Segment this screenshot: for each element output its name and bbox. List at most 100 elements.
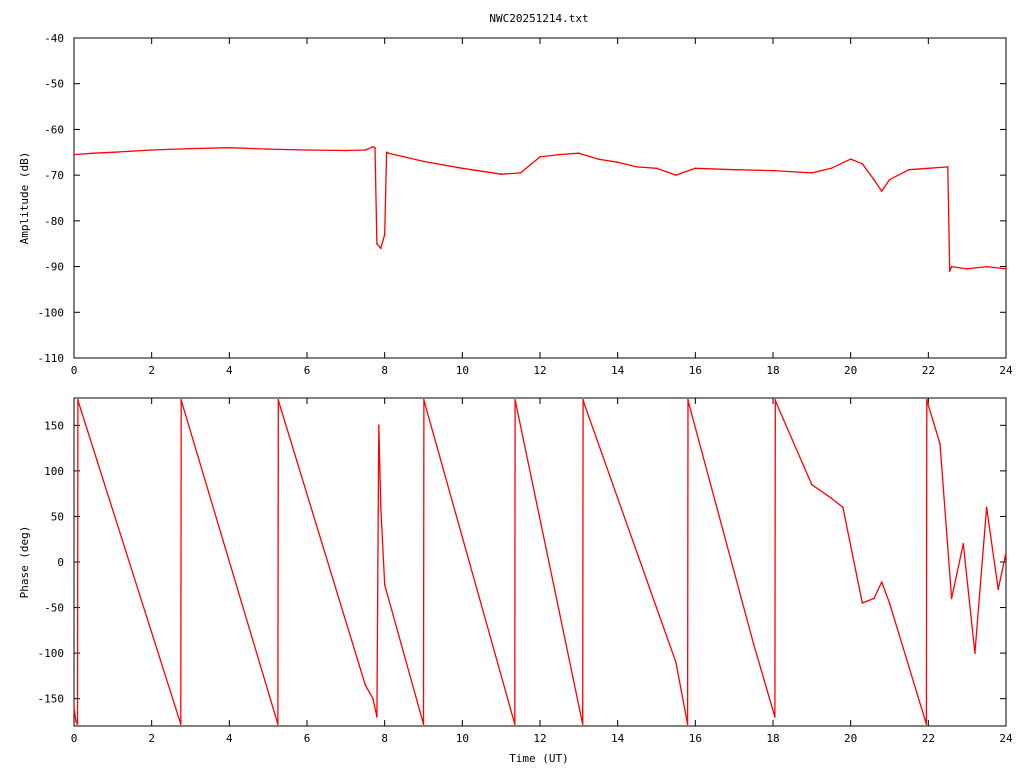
amplitude-data-point [950,265,953,268]
amplitude-data-point [403,156,405,158]
phase-data-point [180,399,182,401]
phase-data-point [925,399,928,401]
amplitude-y-tick-label: -60 [44,123,64,136]
amplitude-x-tick-label: 6 [304,364,311,377]
amplitude-data-point [927,167,930,170]
amplitude-data-point [558,153,561,156]
amplitude-data-point [379,247,382,250]
phase-data-point [962,542,965,545]
phase-y-tick-label: 100 [44,465,64,478]
phase-data-point [811,483,813,486]
phase-data-point [180,400,183,403]
amplitude-data-point [345,149,347,152]
amplitude-data-point [376,242,378,245]
phase-y-tick-label: 0 [57,556,64,569]
amplitude-x-tick-label: 18 [766,364,779,377]
phase-data-point [686,723,689,725]
amplitude-y-axis-label: Amplitude (dB) [18,152,31,245]
phase-data-point [830,497,833,500]
amplitude-data-point [387,152,390,154]
phase-data-point [774,399,777,401]
phase-data-point [752,643,755,645]
phase-data-point [774,716,776,718]
phase-data-point [974,652,976,654]
amplitude-data-point [849,158,852,160]
amplitude-x-tick-label: 14 [611,364,625,377]
phase-plot-frame [73,397,1007,727]
amplitude-y-tick-label: -100 [38,306,65,319]
amplitude-data-point [616,161,619,164]
phase-x-tick-label: 18 [766,732,779,745]
amplitude-data-point [150,149,153,151]
amplitude-x-tick-label: 8 [381,364,388,377]
phase-data-point [73,706,75,709]
phase-data-point [582,400,585,403]
amplitude-data-point [267,148,269,150]
phase-data-point [582,399,584,401]
amplitude-y-tick-label: -70 [44,169,64,182]
time-x-axis-label: Time (UT) [509,752,569,765]
amplitude-panel: 0 2 4 6 8 10 12 14 16 18 20 22 24 -110-100-90-80-70-… [18,32,1013,377]
amplitude-data-point [636,166,638,168]
amplitude-data-point [880,190,883,192]
phase-series [73,399,1007,725]
phase-x-tick-label: 4 [226,732,233,745]
phase-data-point [364,684,367,686]
amplitude-data-point [675,174,677,176]
phase-x-ticks: 0 2 4 6 8 10 12 14 16 18 20 22 24 [71,398,1013,745]
phase-panel: 0 2 4 6 8 10 12 14 16 18 20 22 24 -150-100-500501001… [18,397,1013,765]
amplitude-data-point [694,167,697,170]
amplitude-data-point [374,146,376,149]
phase-data-point [514,400,517,403]
phase-data-point [861,602,864,604]
phase-data-point [76,723,79,725]
phase-data-point [687,400,690,403]
phase-data-point [687,399,689,401]
phase-data-point [888,602,891,604]
phase-data-point [379,506,382,509]
phase-data-point [774,400,777,403]
phase-y-tick-label: -100 [38,647,65,660]
phase-data-point [376,716,378,718]
amplitude-data-point [908,168,910,171]
phase-data-point [581,723,584,725]
phase-data-point [513,723,516,725]
phase-x-tick-label: 6 [304,732,311,745]
phase-data-point [383,583,386,586]
phase-y-tick-label: -50 [44,602,64,615]
chart-title: NWC20251214.txt [489,12,588,25]
phase-data-point [372,697,374,700]
phase-y-axis-label: Phase (deg) [18,526,31,599]
amplitude-data-point [228,146,231,149]
amplitude-x-tick-label: 12 [533,364,546,377]
phase-data-point [1005,552,1007,554]
amplitude-y-tick-label: -90 [44,261,64,274]
amplitude-data-point [385,151,388,154]
phase-x-tick-label: 2 [148,732,155,745]
phase-data-point [423,399,425,401]
phase-series-line [73,399,1007,725]
phase-x-tick-label: 14 [611,732,625,745]
amplitude-data-point [948,270,951,272]
amplitude-y-tick-label: -80 [44,215,64,228]
amplitude-data-point [500,173,502,176]
amplitude-x-tick-label: 4 [226,364,233,377]
amplitude-data-point [92,152,95,154]
amplitude-series [73,146,1007,272]
phase-x-tick-label: 8 [381,732,388,745]
amplitude-data-point [772,169,774,172]
phase-data-point [378,424,380,427]
phase-y-tick-label: 150 [44,419,64,432]
amplitude-data-point [364,149,367,151]
amplitude-data-point [985,265,988,268]
phase-x-tick-label: 24 [999,732,1013,745]
phase-x-tick-label: 12 [533,732,546,745]
phase-data-point [277,723,279,725]
amplitude-data-point [578,152,580,154]
phase-data-point [77,399,79,401]
amplitude-x-tick-label: 10 [456,364,469,377]
phase-x-tick-label: 16 [689,732,702,745]
amplitude-x-tick-label: 24 [999,364,1013,377]
amplitude-series-line [73,146,1007,272]
